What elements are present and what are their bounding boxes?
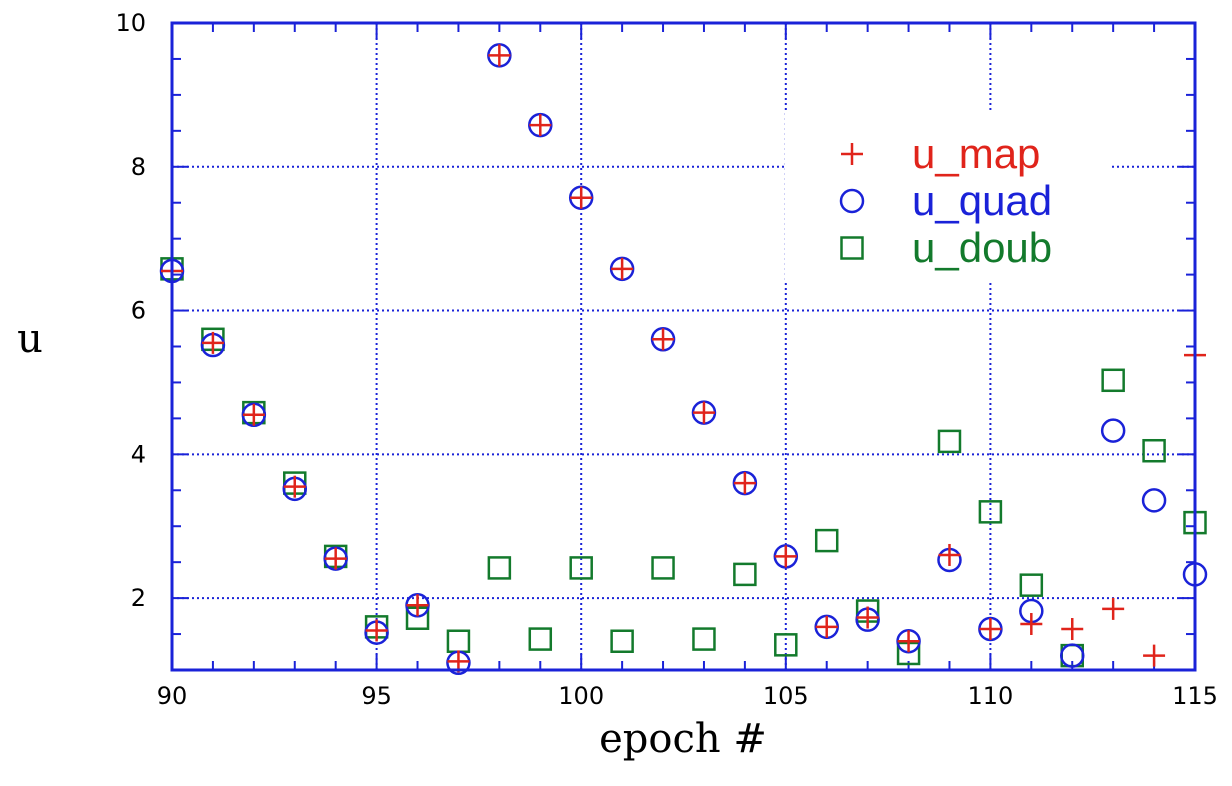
- u_map-point: [324, 547, 347, 570]
- u_doub-point: [1101, 368, 1125, 393]
- u_map-point: [815, 615, 838, 638]
- u_map-point: [365, 619, 388, 642]
- u_doub-point: [651, 556, 675, 580]
- x-tick-label: 115: [1172, 682, 1218, 710]
- legend-label-u_map: u_map: [912, 130, 1040, 177]
- u_map-point: [733, 472, 756, 495]
- u_map-point: [652, 328, 675, 351]
- u_doub-point: [774, 633, 798, 657]
- u_doub-point: [487, 556, 512, 580]
- u_quad-point: [1059, 643, 1085, 668]
- u_map-point: [488, 44, 511, 67]
- u_map-point: [611, 257, 634, 280]
- x-tick-label: 95: [361, 682, 392, 710]
- u_map-point: [1102, 597, 1125, 620]
- u_quad-point: [1141, 488, 1167, 513]
- u_quad-point: [1100, 418, 1126, 443]
- u_doub-point: [692, 627, 716, 651]
- y-tick-label: 2: [131, 584, 146, 612]
- x-tick-label: 100: [558, 682, 604, 710]
- u_map-point: [1061, 618, 1084, 641]
- tick-labels: 90 95 100 105 110 115 2 4 6 8 10: [115, 9, 1217, 710]
- u_doub-point: [446, 629, 471, 653]
- u_doub-point: [528, 627, 553, 651]
- u_map-point: [406, 594, 429, 617]
- u_doub-point: [733, 562, 757, 587]
- legend-marker-u_quad: [839, 188, 865, 214]
- u_doub-point: [569, 556, 593, 580]
- u_map-point: [201, 331, 224, 354]
- u_map-point: [1143, 644, 1166, 667]
- x-tick-label: 90: [157, 682, 188, 710]
- u_doub-point: [1142, 438, 1166, 463]
- u_map-point: [529, 114, 552, 137]
- legend-marker-u_map: [841, 143, 863, 165]
- u_doub-point: [937, 429, 962, 454]
- u_map-point: [242, 403, 265, 426]
- u_doub-point: [814, 528, 839, 553]
- u_doub-point: [978, 500, 1003, 524]
- u_map-point: [692, 401, 715, 424]
- u_doub-point: [1019, 573, 1044, 597]
- u_map-point: [856, 606, 879, 629]
- y-axis-label: u: [17, 316, 43, 362]
- grid-lines: [172, 23, 1195, 670]
- u_map-point: [283, 475, 306, 498]
- u_map-point: [897, 630, 920, 653]
- y-tick-label: 4: [131, 440, 146, 468]
- u_map-point: [938, 543, 961, 566]
- u_map-point: [570, 186, 593, 209]
- y-tick-label: 10: [115, 9, 146, 37]
- u_map-point: [1020, 612, 1043, 635]
- legend-marker-u_doub: [840, 236, 864, 260]
- legend-label-u_quad: u_quad: [912, 177, 1052, 224]
- plot-frame: [170, 21, 1197, 672]
- x-tick-label: 110: [967, 682, 1013, 710]
- x-tick-label: 105: [763, 682, 809, 710]
- legend-background: [785, 112, 1110, 282]
- u_doub-point: [610, 629, 634, 653]
- x-axis-label: epoch #: [599, 716, 767, 762]
- u_map-point: [774, 545, 797, 568]
- y-tick-label: 6: [131, 297, 146, 325]
- u_map-point: [979, 618, 1002, 641]
- y-tick-label: 8: [131, 153, 146, 181]
- legend-label-u_doub: u_doub: [912, 224, 1052, 271]
